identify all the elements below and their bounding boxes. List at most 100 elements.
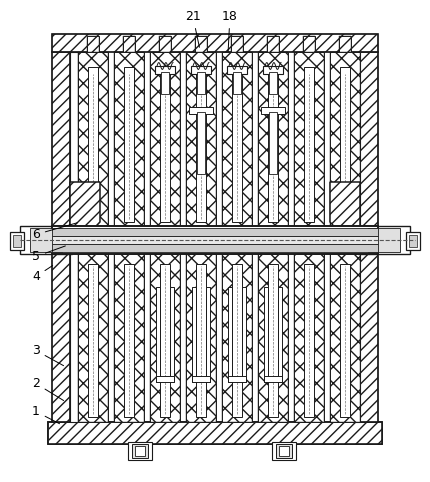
Bar (269, 112, 277, 174)
Bar (124, 67, 134, 222)
Bar (114, 254, 144, 422)
Bar (30, 228, 62, 252)
Bar (360, 52, 378, 422)
Bar (263, 66, 283, 74)
Bar (278, 287, 282, 382)
Polygon shape (48, 422, 382, 444)
Bar (258, 52, 288, 227)
Bar (303, 36, 315, 52)
Bar (294, 254, 324, 422)
Bar (170, 287, 174, 382)
Bar (87, 36, 99, 52)
Bar (231, 36, 243, 52)
Bar (368, 228, 400, 252)
Bar (78, 254, 108, 422)
Bar (264, 376, 282, 382)
Bar (409, 235, 417, 247)
Bar (340, 67, 350, 222)
Polygon shape (70, 182, 100, 254)
Bar (294, 52, 324, 227)
Bar (258, 254, 288, 422)
Text: 3: 3 (32, 344, 64, 366)
Bar (303, 36, 315, 52)
Bar (330, 52, 360, 227)
Bar (48, 422, 382, 444)
Bar (228, 287, 232, 382)
Bar (52, 34, 378, 52)
Bar (135, 446, 145, 456)
Text: 6: 6 (32, 223, 77, 241)
Polygon shape (330, 182, 360, 254)
Bar (160, 264, 170, 417)
Text: 1: 1 (32, 405, 59, 424)
Bar (268, 67, 278, 222)
Bar (52, 52, 70, 422)
Bar (128, 442, 152, 460)
Bar (48, 422, 382, 444)
Text: 18: 18 (222, 10, 238, 51)
Bar (150, 52, 180, 227)
Bar (186, 254, 216, 422)
Bar (161, 72, 169, 94)
Bar (114, 52, 144, 227)
Bar (267, 36, 279, 52)
Bar (358, 226, 410, 254)
Bar (88, 67, 98, 222)
Bar (242, 287, 246, 382)
Bar (13, 235, 21, 247)
Bar (20, 226, 72, 254)
Bar (330, 254, 360, 422)
Bar (186, 52, 216, 227)
Bar (114, 52, 144, 227)
Bar (339, 36, 351, 52)
Bar (264, 287, 268, 382)
Bar (196, 67, 206, 222)
Bar (52, 228, 378, 236)
Bar (304, 264, 314, 417)
Bar (10, 232, 24, 250)
Bar (272, 442, 296, 460)
Bar (232, 264, 242, 417)
Bar (159, 36, 171, 52)
Bar (150, 52, 180, 227)
Bar (294, 52, 324, 227)
Bar (156, 376, 174, 382)
Bar (231, 36, 243, 52)
Bar (186, 254, 216, 422)
Bar (339, 36, 351, 52)
Bar (124, 264, 134, 417)
Bar (227, 66, 247, 74)
Bar (52, 244, 378, 252)
Bar (150, 254, 180, 422)
Bar (258, 254, 288, 422)
Bar (78, 52, 108, 227)
Bar (352, 52, 360, 422)
Bar (156, 287, 160, 382)
Bar (52, 34, 378, 52)
Bar (123, 36, 135, 52)
Bar (228, 376, 246, 382)
Bar (294, 254, 324, 422)
Bar (52, 236, 378, 244)
Bar (123, 36, 135, 52)
Bar (340, 264, 350, 417)
Bar (150, 254, 180, 422)
Bar (186, 52, 216, 227)
Bar (197, 112, 205, 174)
Bar (155, 66, 175, 74)
Bar (191, 66, 211, 74)
Bar (70, 52, 78, 422)
Bar (114, 254, 144, 422)
Text: 4: 4 (32, 266, 53, 283)
Bar (232, 67, 242, 222)
Bar (222, 52, 252, 227)
Bar (88, 264, 98, 417)
Bar (330, 52, 360, 227)
Text: 2: 2 (32, 377, 64, 401)
Bar (258, 52, 288, 227)
Bar (195, 36, 207, 52)
Bar (360, 52, 378, 422)
Bar (87, 36, 99, 52)
Bar (159, 36, 171, 52)
Text: 5: 5 (32, 246, 65, 263)
